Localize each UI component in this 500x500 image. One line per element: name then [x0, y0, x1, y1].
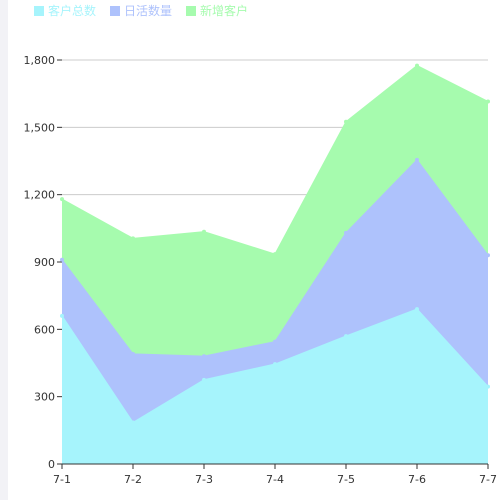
point-new-customers	[273, 252, 277, 257]
y-tick-label: 1,200	[24, 189, 56, 202]
point-total-customers	[344, 334, 348, 339]
legend-swatch-total-customers	[34, 6, 44, 16]
point-new-customers	[202, 229, 206, 234]
area-new-customers	[62, 65, 488, 357]
point-new-customers	[60, 197, 64, 202]
point-total-customers	[273, 362, 277, 367]
y-tick-label: 1,800	[24, 54, 56, 67]
left-edge-strip	[0, 0, 8, 500]
chart-legend: 客户总数 日活数量 新增客户	[34, 2, 248, 20]
area-total-customers	[62, 309, 488, 464]
legend-label-total-customers: 客户总数	[48, 4, 97, 18]
y-tick-label: 1,500	[24, 121, 56, 134]
point-new-customers-group	[60, 63, 490, 257]
x-tick-label: 7-2	[124, 473, 142, 486]
legend-swatch-daily-active	[110, 6, 121, 16]
series-areas	[62, 65, 488, 464]
legend-item-new-customers[interactable]: 新增客户	[186, 2, 248, 20]
legend-swatch-new-customers	[186, 6, 197, 16]
point-total-customers	[486, 384, 490, 389]
point-daily-active-group	[60, 157, 490, 359]
x-tick-label: 7-1	[53, 473, 71, 486]
legend-item-total-customers[interactable]: 客户总数	[34, 2, 96, 20]
point-total-customers	[60, 313, 64, 318]
x-tick-label: 7-3	[195, 473, 213, 486]
point-total-customers-group	[60, 307, 490, 425]
point-new-customers	[344, 119, 348, 124]
y-tick-label: 0	[48, 458, 55, 471]
point-new-customers	[486, 99, 490, 104]
point-new-customers	[131, 236, 135, 241]
y-axis-ticks: 0 300 600 900 1,200 1,500 1,800	[24, 54, 62, 471]
legend-label-new-customers: 新增客户	[200, 4, 249, 18]
x-tick-label: 7-7	[479, 473, 497, 486]
x-tick-label: 7-4	[266, 473, 284, 486]
point-daily-active	[131, 352, 135, 357]
point-total-customers	[202, 377, 206, 382]
point-daily-active	[202, 354, 206, 359]
point-total-customers	[131, 420, 135, 425]
legend-label-daily-active: 日活数量	[124, 4, 173, 18]
y-tick-label: 900	[34, 256, 55, 269]
area-daily-active	[62, 159, 488, 423]
point-new-customers	[415, 63, 419, 68]
point-daily-active	[273, 339, 277, 344]
point-daily-active	[344, 230, 348, 235]
point-total-customers	[415, 307, 419, 312]
x-axis-ticks: 7-1 7-2 7-3 7-4 7-5 7-6 7-7	[53, 464, 497, 486]
legend-item-daily-active[interactable]: 日活数量	[110, 2, 172, 20]
y-tick-label: 300	[34, 391, 55, 404]
x-tick-label: 7-6	[408, 473, 426, 486]
point-daily-active	[486, 253, 490, 258]
point-daily-active	[415, 157, 419, 162]
point-daily-active	[60, 257, 64, 262]
y-tick-label: 600	[34, 323, 55, 336]
x-tick-label: 7-5	[337, 473, 355, 486]
